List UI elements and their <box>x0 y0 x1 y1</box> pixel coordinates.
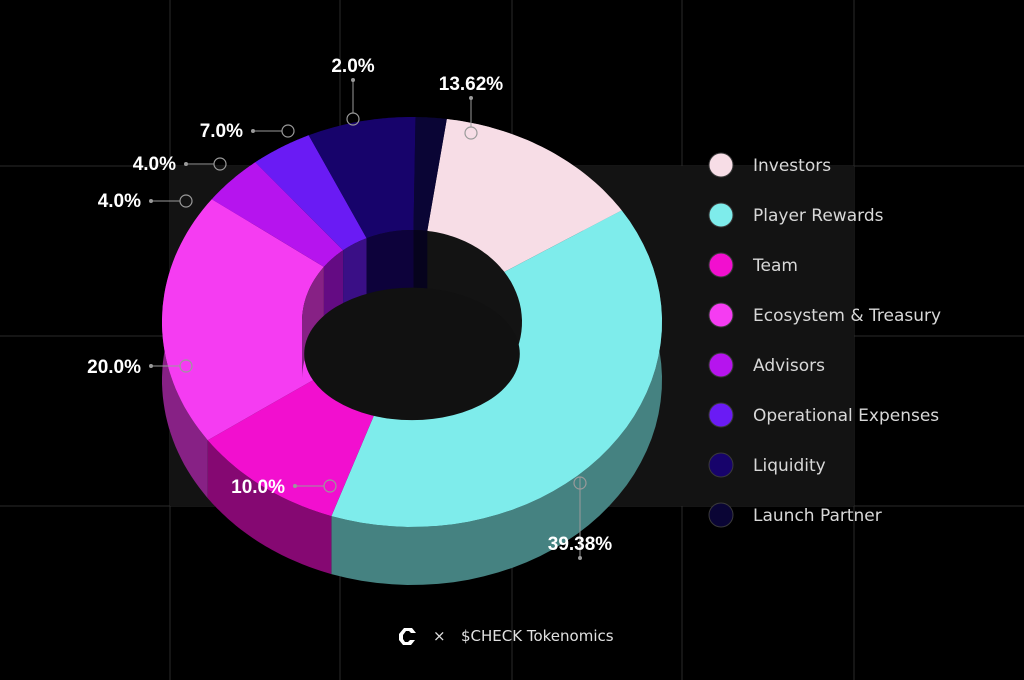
legend-item-launch-partner: Launch Partner <box>708 502 882 528</box>
footer-title: $CHECK Tokenomics <box>461 627 614 645</box>
legend-swatch <box>708 502 734 528</box>
inner-wall <box>302 266 324 380</box>
leader-dot <box>149 199 153 203</box>
legend-label: Team <box>752 256 798 276</box>
legend-swatch <box>708 302 734 328</box>
legend-swatch <box>708 202 734 228</box>
legend-item-team: Team <box>708 252 798 278</box>
data-label-player-rewards: 39.38% <box>548 534 613 555</box>
legend-label: Liquidity <box>753 456 826 476</box>
leader-dot <box>293 484 297 488</box>
wall-team <box>207 440 332 575</box>
leader-marker <box>281 124 295 138</box>
data-label-liquidity: 7.0% <box>200 121 243 142</box>
data-label-advisors: 4.0% <box>98 191 141 212</box>
leader-marker <box>464 126 478 140</box>
legend: Investors Player Rewards Team Ecosystem & T… <box>708 152 941 528</box>
footer: × $CHECK Tokenomics <box>399 627 614 645</box>
leader-dot <box>469 96 473 100</box>
leader-dot <box>351 78 355 82</box>
legend-item-ecosystem-treasury: Ecosystem & Treasury <box>708 302 941 328</box>
legend-item-player-rewards: Player Rewards <box>708 202 884 228</box>
legend-swatch <box>708 402 734 428</box>
inner-wall <box>366 230 414 297</box>
slice-operational-expenses <box>255 135 367 251</box>
legend-item-operational-expenses: Operational Expenses <box>708 402 939 428</box>
check-logo-icon <box>399 628 416 645</box>
legend-item-investors: Investors <box>708 152 831 178</box>
leader-marker <box>179 359 193 373</box>
slice-advisors <box>211 162 344 267</box>
inner-wall <box>413 230 428 289</box>
leader-marker <box>346 112 360 126</box>
data-label-operational-expenses: 4.0% <box>133 154 176 175</box>
legend-swatch <box>708 252 734 278</box>
data-label-launch-partner: 2.0% <box>331 56 374 77</box>
legend-item-advisors: Advisors <box>708 352 825 378</box>
legend-label: Player Rewards <box>753 206 884 226</box>
leader-marker <box>323 479 337 493</box>
data-label-investors: 13.62% <box>439 74 504 95</box>
donut-hole <box>304 287 520 421</box>
leader-marker <box>213 157 227 171</box>
legend-label: Ecosystem & Treasury <box>753 306 941 326</box>
legend-item-liquidity: Liquidity <box>708 452 826 478</box>
leader-marker <box>179 194 193 208</box>
slice-team <box>207 375 377 517</box>
slice-launch-partner <box>413 117 447 231</box>
leader-dot <box>578 556 582 560</box>
slice-player-rewards <box>331 210 662 527</box>
legend-label: Launch Partner <box>753 506 882 526</box>
legend-label: Advisors <box>753 356 825 376</box>
legend-label: Investors <box>753 156 831 176</box>
legend-label: Operational Expenses <box>753 406 939 426</box>
data-label-team: 10.0% <box>231 477 285 498</box>
legend-swatch <box>708 152 734 178</box>
leader-dot <box>251 129 255 133</box>
leader-dot <box>149 364 153 368</box>
data-label-ecosystem-treasury: 20.0% <box>87 357 141 378</box>
legend-swatch <box>708 352 734 378</box>
slice-liquidity <box>308 117 416 239</box>
percentage-labels: 13.62% 39.38% 10.0% 20.0% 4.0% 4.0% 7.0% 2.0% <box>87 56 612 560</box>
footer-separator: × <box>433 627 446 645</box>
slice-ecosystem-treasury <box>162 199 324 441</box>
donut-chart <box>162 117 662 585</box>
inner-wall <box>343 238 367 309</box>
legend-swatch <box>708 452 734 478</box>
wall-player-rewards <box>331 210 662 585</box>
slice-investors <box>427 119 622 272</box>
leader-dot <box>184 162 188 166</box>
leader-marker <box>573 476 587 490</box>
